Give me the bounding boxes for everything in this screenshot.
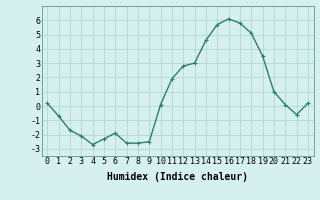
X-axis label: Humidex (Indice chaleur): Humidex (Indice chaleur) — [107, 172, 248, 182]
